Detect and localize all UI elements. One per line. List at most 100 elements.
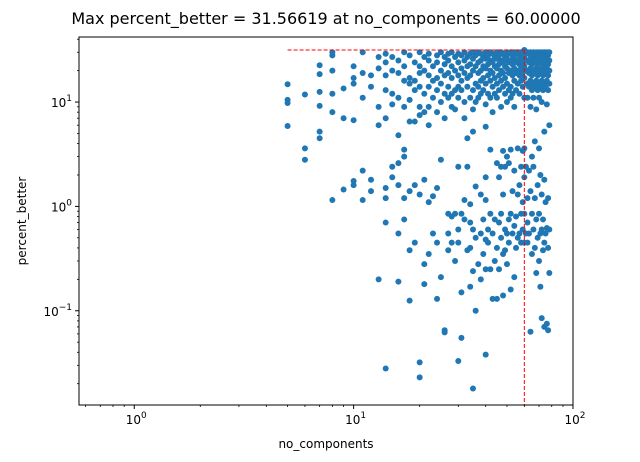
data-point <box>441 61 448 68</box>
data-point <box>533 106 540 113</box>
data-point <box>340 115 347 122</box>
data-point <box>359 167 366 174</box>
data-point <box>329 90 336 97</box>
data-point <box>511 222 518 229</box>
data-point <box>505 216 512 223</box>
data-point <box>469 106 476 113</box>
data-point <box>491 257 498 264</box>
data-point <box>521 74 528 81</box>
data-point <box>284 81 291 88</box>
data-point <box>429 230 436 237</box>
data-point <box>503 261 510 268</box>
data-point <box>534 182 541 189</box>
data-point <box>482 101 489 108</box>
data-point <box>491 216 498 223</box>
data-point <box>316 62 323 69</box>
data-point <box>367 83 374 90</box>
data-point <box>541 176 548 183</box>
data-point <box>455 59 462 66</box>
data-point <box>375 65 382 72</box>
data-point <box>477 276 484 283</box>
data-point <box>340 85 347 92</box>
data-point <box>434 87 441 94</box>
data-point <box>452 106 459 113</box>
data-point <box>489 83 496 90</box>
data-point <box>437 80 444 87</box>
data-point <box>469 128 476 135</box>
data-point <box>382 87 389 94</box>
data-point <box>316 102 323 109</box>
data-point <box>509 188 516 195</box>
data-point <box>425 103 432 110</box>
data-point <box>542 230 549 237</box>
data-point <box>469 67 476 74</box>
data-point <box>425 72 432 79</box>
data-point <box>425 57 432 64</box>
data-point <box>541 128 548 135</box>
data-point <box>421 67 428 74</box>
data-point <box>375 122 382 129</box>
data-point <box>536 94 543 101</box>
data-point <box>401 153 408 160</box>
data-point <box>329 109 336 116</box>
data-point <box>416 374 423 381</box>
data-point <box>472 99 479 106</box>
data-point <box>437 67 444 74</box>
data-point <box>367 72 374 79</box>
data-point <box>421 281 428 288</box>
data-point <box>395 278 402 285</box>
y-axis-label: percent_better <box>15 177 29 266</box>
data-point <box>401 195 408 202</box>
data-point <box>500 292 507 299</box>
data-point <box>441 90 448 97</box>
data-point <box>389 174 396 181</box>
data-point <box>421 261 428 268</box>
data-point <box>524 219 531 226</box>
data-point <box>429 63 436 70</box>
data-point <box>536 145 543 152</box>
data-point <box>505 239 512 246</box>
data-point <box>525 167 532 174</box>
data-point <box>487 266 494 273</box>
data-point <box>395 230 402 237</box>
data-point <box>480 250 487 257</box>
data-point <box>316 135 323 142</box>
data-point <box>395 132 402 139</box>
data-point <box>543 101 550 108</box>
y-tick-label: 101 <box>51 94 72 110</box>
data-point <box>469 385 476 392</box>
data-point <box>461 115 468 122</box>
data-point <box>513 213 520 220</box>
data-point <box>316 71 323 78</box>
data-point <box>359 94 366 101</box>
data-point <box>493 295 500 302</box>
data-point <box>441 329 448 336</box>
data-point <box>527 103 534 110</box>
data-point <box>498 234 505 241</box>
data-point <box>538 226 545 233</box>
data-point <box>469 268 476 275</box>
data-point <box>489 230 496 237</box>
data-point <box>536 257 543 264</box>
data-point <box>382 72 389 79</box>
data-point <box>502 247 509 254</box>
data-point <box>531 138 538 145</box>
data-point <box>329 197 336 204</box>
data-point <box>441 115 448 122</box>
data-point <box>421 90 428 97</box>
data-point <box>538 315 545 322</box>
data-point <box>537 283 544 290</box>
data-point <box>534 234 541 241</box>
data-point <box>445 57 452 64</box>
data-point <box>516 90 523 97</box>
data-point <box>525 230 532 237</box>
data-point <box>395 69 402 76</box>
data-point <box>406 80 413 87</box>
data-point <box>502 163 509 170</box>
data-point <box>395 160 402 167</box>
data-point <box>467 219 474 226</box>
data-point <box>480 216 487 223</box>
data-point <box>511 103 518 110</box>
data-point <box>455 239 462 246</box>
data-point <box>350 182 357 189</box>
